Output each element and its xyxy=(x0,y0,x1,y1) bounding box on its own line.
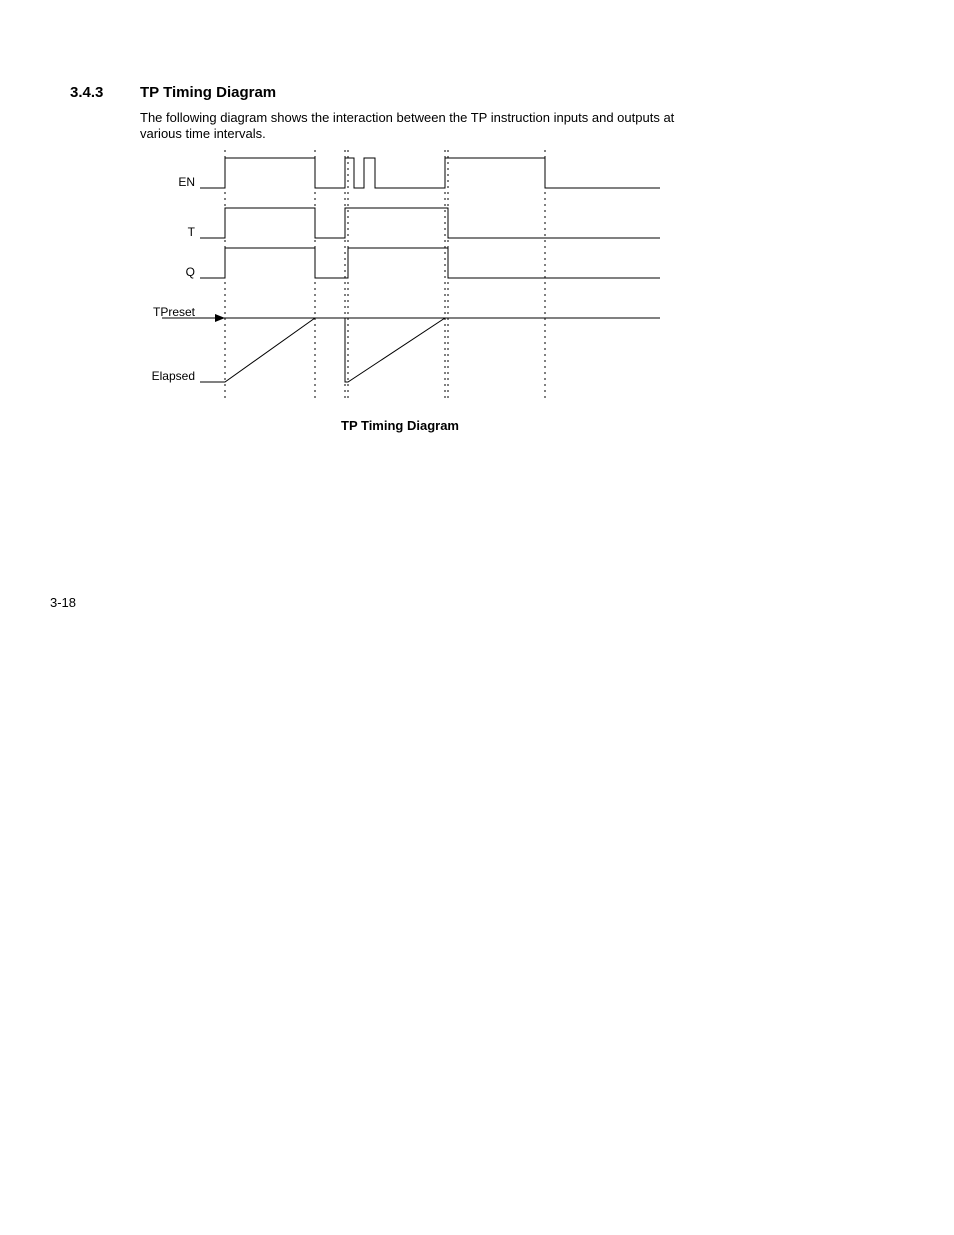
section-title: TP Timing Diagram xyxy=(140,84,276,101)
timing-diagram-svg: EN T Q TPreset Elapsed xyxy=(140,150,660,410)
svg-text:EN: EN xyxy=(178,175,195,189)
diagram-caption: TP Timing Diagram xyxy=(140,418,660,433)
section-body-text: The following diagram shows the interact… xyxy=(140,110,680,143)
page-number: 3-18 xyxy=(50,595,76,610)
svg-text:TPreset: TPreset xyxy=(153,305,196,319)
page: 3.4.3 TP Timing Diagram The following di… xyxy=(0,0,954,1235)
timing-diagram: EN T Q TPreset Elapsed xyxy=(140,150,660,410)
svg-text:Elapsed: Elapsed xyxy=(152,369,195,383)
svg-text:T: T xyxy=(188,225,196,239)
svg-text:Q: Q xyxy=(186,265,195,279)
section-number: 3.4.3 xyxy=(70,84,103,101)
